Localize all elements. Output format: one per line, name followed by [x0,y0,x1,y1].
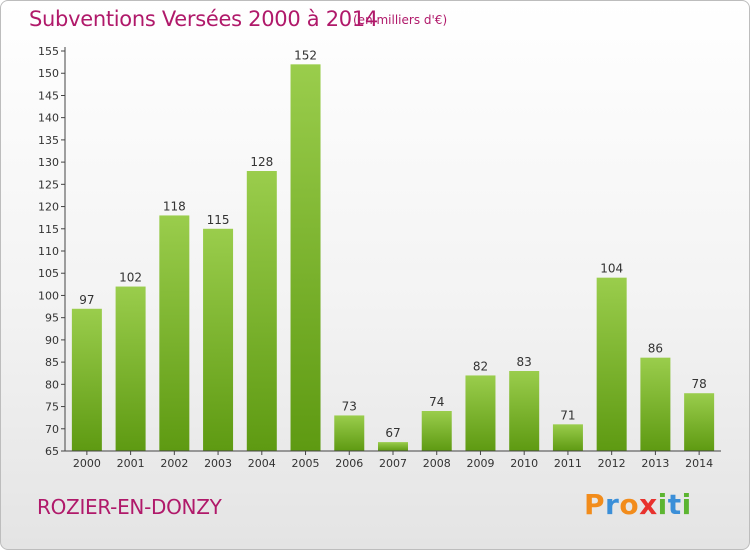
y-tick-label: 95 [45,312,59,325]
y-axis: 65 70 75 80 85 90 95 100 105 110 115 120 125 130 135 14… [38,45,65,458]
bar-2000 [71,308,102,451]
value-label-2005: 152 [294,48,317,62]
bar-2003 [203,228,234,451]
bar-2012 [596,277,627,451]
y-tick-label: 85 [45,356,59,369]
value-label-2002: 118 [163,199,186,213]
value-label-2010: 83 [517,355,532,369]
value-label-2012: 104 [600,262,623,276]
bar-2010 [509,371,540,451]
y-tick-label: 90 [45,334,59,347]
value-label-2006: 73 [342,399,357,413]
y-tick-label: 125 [38,178,59,191]
x-tick-label-2013: 2013 [641,457,669,470]
x-tick-label-2004: 2004 [248,457,276,470]
y-tick-label: 110 [38,245,59,258]
bar-2002 [159,215,190,451]
y-tick-label: 150 [38,67,59,80]
y-tick-label: 105 [38,267,59,280]
chart-title: Subventions Versées 2000 à 2014 [29,7,378,31]
value-label-2011: 71 [560,408,575,422]
value-label-2000: 97 [79,293,94,307]
x-tick-label-2005: 2005 [292,457,320,470]
x-tick-label-2009: 2009 [466,457,494,470]
commune-name: ROZIER-EN-DONZY [37,495,222,519]
x-tick-label-2006: 2006 [335,457,363,470]
logo-letter: i [681,488,692,521]
bar-2004 [246,171,277,451]
y-tick-label: 115 [38,223,59,236]
value-label-2004: 128 [250,155,273,169]
logo-letter: o [619,488,640,521]
chart-unit: (en milliers d'€) [353,13,448,27]
proxiti-logo: Proxiti [584,488,692,521]
x-tick-label-2011: 2011 [554,457,582,470]
y-tick-label: 140 [38,112,59,125]
bar-2001 [115,286,146,451]
logo-letter: r [605,488,620,521]
y-tick-label: 100 [38,289,59,302]
y-tick-label: 135 [38,134,59,147]
logo-letter: P [584,488,606,521]
bar-2011 [552,424,583,451]
y-tick-label: 70 [45,423,59,436]
y-tick-label: 130 [38,156,59,169]
bar-2007 [378,442,408,451]
y-tick-label: 65 [45,445,59,458]
value-label-2008: 74 [429,395,444,409]
value-label-2009: 82 [473,359,488,373]
bar-2014 [684,393,715,451]
x-tick-label-2002: 2002 [160,457,188,470]
bar-2005 [290,64,321,452]
x-tick-label-2003: 2003 [204,457,232,470]
x-tick-label-2000: 2000 [73,457,101,470]
x-tick-label-2008: 2008 [423,457,451,470]
bar-2006 [334,415,365,451]
value-label-2001: 102 [119,271,142,285]
y-tick-label: 120 [38,201,59,214]
value-label-2003: 115 [207,213,230,227]
logo-letter: i [657,488,668,521]
x-tick-label-2010: 2010 [510,457,538,470]
bars: 97 102 118 115 128 152 73 67 74 82 83 71 104 86 78 [71,48,715,452]
logo-letter: x [639,488,658,521]
x-tick-label-2007: 2007 [379,457,407,470]
bar-2009 [465,375,496,451]
x-tick-label-2001: 2001 [117,457,145,470]
bar-2008 [421,411,452,451]
logo-letter: t [667,488,682,521]
x-tick-label-2012: 2012 [598,457,626,470]
y-tick-label: 155 [38,45,59,58]
y-tick-label: 80 [45,378,59,391]
x-tick-label-2014: 2014 [685,457,713,470]
value-label-2014: 78 [691,377,706,391]
y-tick-label: 145 [38,89,59,102]
value-label-2007: 67 [385,426,400,440]
x-axis: 2000 2001 2002 2003 2004 2005 2006 2007 2008 2009… [73,451,713,470]
value-label-2013: 86 [648,342,663,356]
y-tick-label: 75 [45,401,59,414]
bar-2013 [640,357,671,451]
